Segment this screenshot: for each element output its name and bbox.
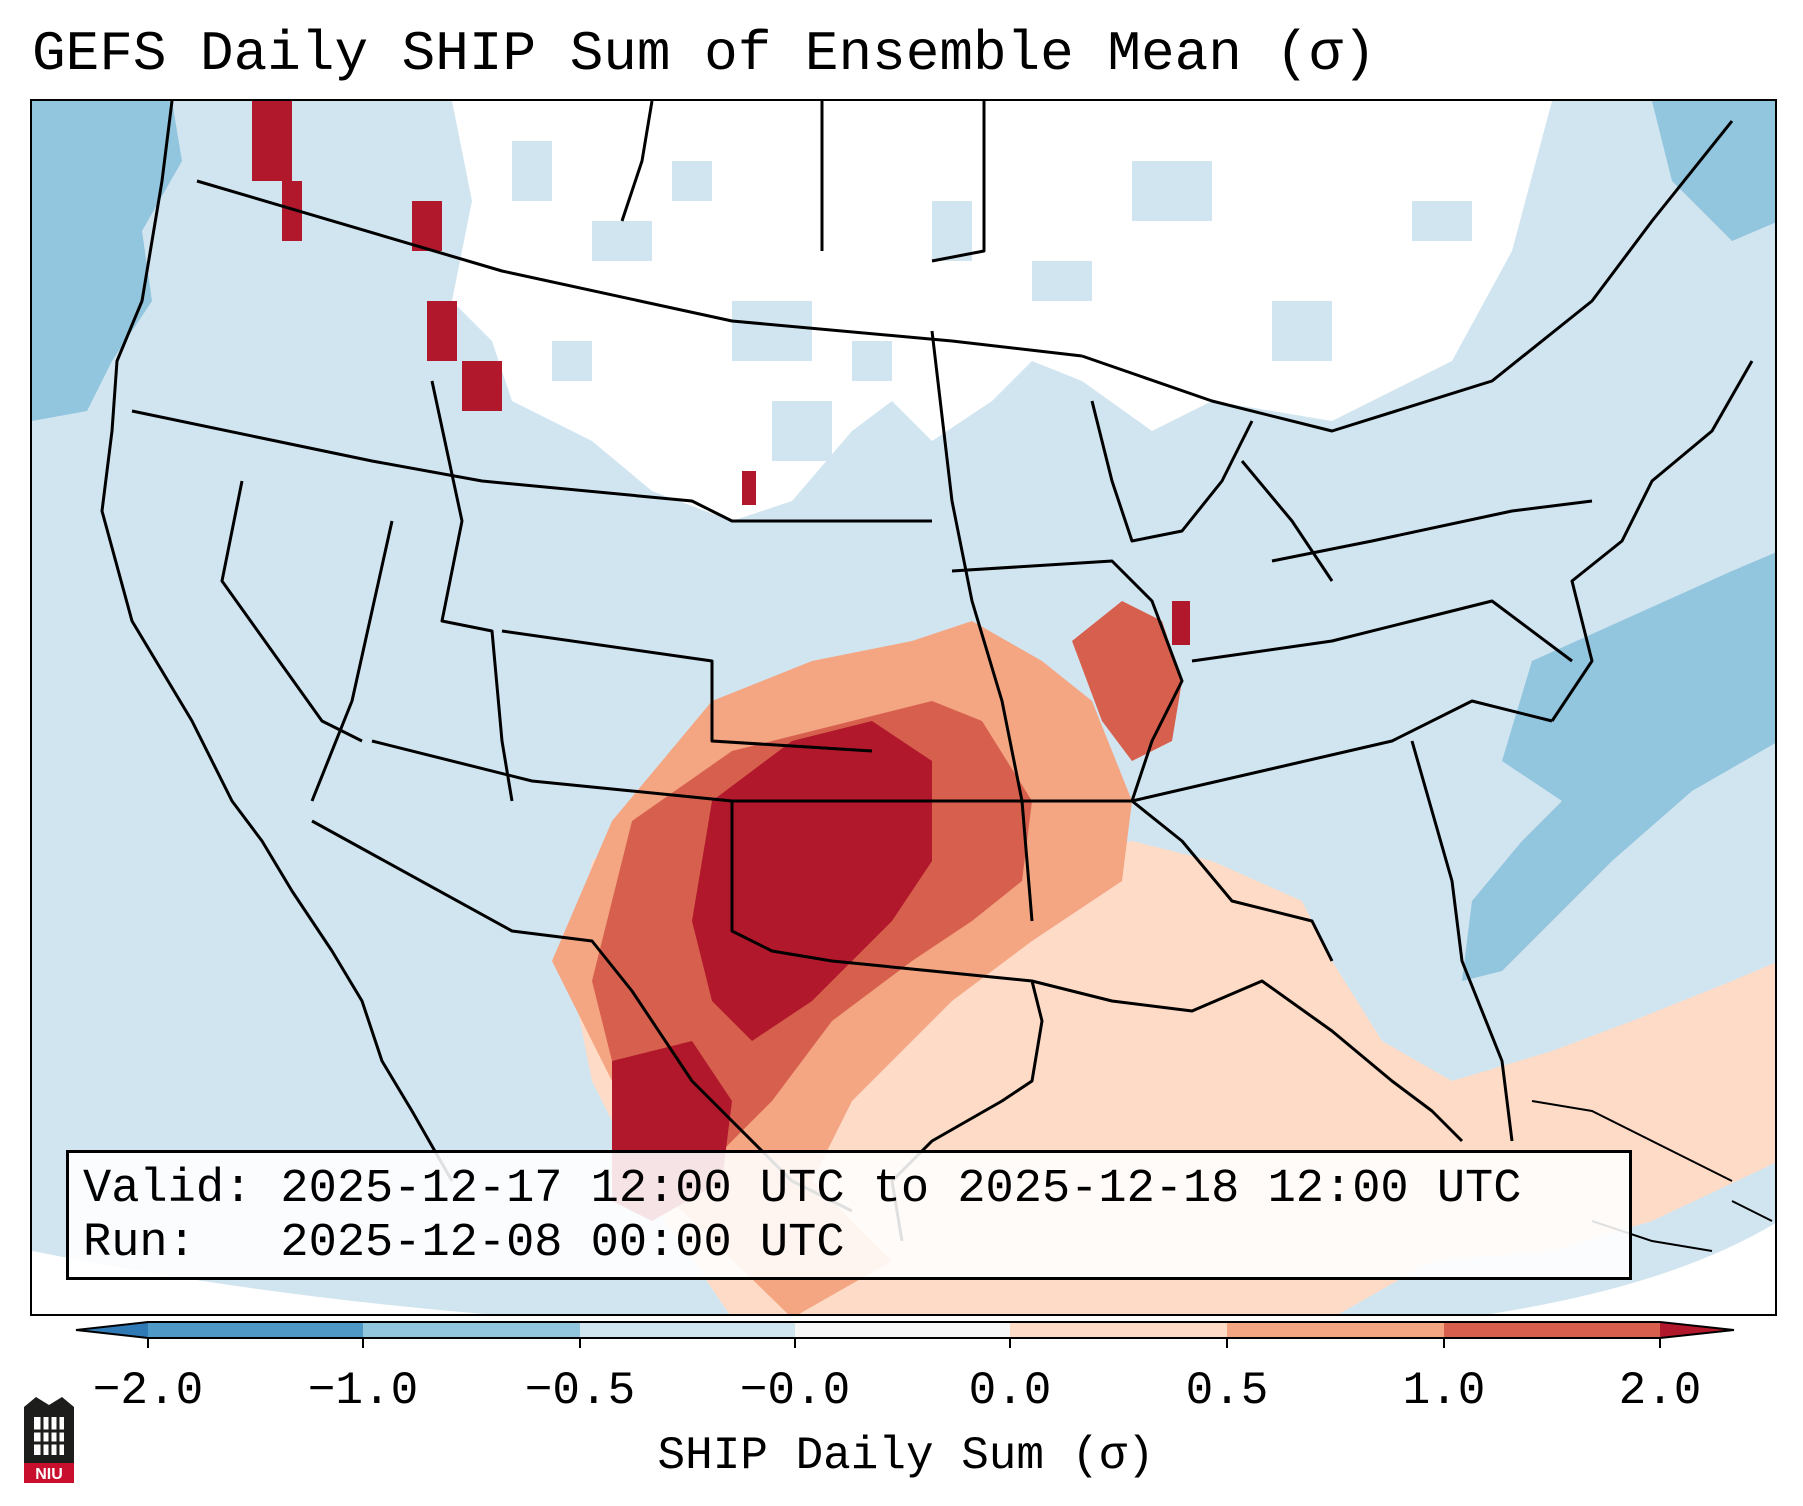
colorbar-bins [75, 1321, 1735, 1348]
oh-valley [1191, 599, 1573, 663]
canada-border [196, 179, 1083, 358]
colorbar-bin-m05-m0 [580, 1322, 795, 1338]
projection-edge-se [1489, 1223, 1775, 1314]
ca-nv [220, 480, 363, 743]
northern-neutral-region [452, 101, 1552, 521]
canada-border-east [1081, 120, 1734, 433]
co-border [501, 629, 873, 753]
michigan [1090, 400, 1254, 543]
atlantic-north-anomaly [1652, 101, 1775, 241]
illinois-high-region [1072, 601, 1182, 761]
colorbar-tick-label: −1.0 [307, 1365, 419, 1417]
niu-logo-icon: NIU [24, 1397, 74, 1483]
mo-il [951, 559, 1184, 802]
chart-title: GEFS Daily SHIP Sum of Ensemble Mean (σ) [32, 22, 1377, 86]
id-mt-north [620, 101, 654, 222]
colorbar-bin-1-2 [1444, 1322, 1660, 1338]
colorbar-outline [75, 1321, 1735, 1339]
east-coast-south [1410, 740, 1514, 1142]
colorbar-tick-label: −2.0 [92, 1365, 204, 1417]
run-time-text: Run: 2025-12-08 00:00 UTC [83, 1217, 845, 1270]
map-canvas [32, 101, 1775, 1314]
colorbar-bin-0 [795, 1322, 1010, 1338]
washington-hotspot [252, 101, 292, 181]
plains-east [930, 330, 1034, 922]
colorbar-tick-label: 1.0 [1402, 1365, 1486, 1417]
projection-edge-sw [32, 1251, 484, 1314]
colorbar-tick-label: 0.5 [1185, 1365, 1269, 1417]
or-id-mt [131, 409, 932, 523]
colorbar-tick-label: −0.0 [739, 1365, 851, 1417]
nm-ok [371, 739, 1012, 803]
colorbar-bin-m1-m05 [363, 1322, 580, 1338]
logo-text: NIU [35, 1466, 63, 1483]
map-frame [30, 99, 1777, 1316]
neutral-speckle [512, 141, 1472, 461]
colorbar-bin-m2-m1 [148, 1322, 363, 1338]
west-coast [100, 101, 454, 1182]
colorbar-bin-0-05 [1010, 1322, 1227, 1338]
gulf-coast [1031, 979, 1464, 1143]
texas [730, 801, 1044, 1242]
colorbar-label: SHIP Daily Sum (σ) [657, 1430, 1155, 1482]
validity-info-box: Valid: 2025-12-17 12:00 UTC to 2025-12-1… [66, 1150, 1632, 1280]
colorbar-extend-low [76, 1322, 148, 1338]
idaho-hotspot [412, 201, 442, 251]
colorbar-tick-label: 2.0 [1618, 1365, 1702, 1417]
colorbar-extend-high [1660, 1322, 1734, 1338]
colorbar-bin-05-1 [1227, 1322, 1444, 1338]
tn-nc [1131, 699, 1553, 803]
atlantic-anomaly-region [1462, 552, 1775, 981]
valid-time-text: Valid: 2025-12-17 12:00 UTC to 2025-12-1… [83, 1163, 1522, 1216]
pa-ny [1271, 499, 1593, 563]
id-ut-az [430, 380, 514, 802]
colorbar-tick-label: 0.0 [968, 1365, 1052, 1417]
pacific-anomaly-region [32, 101, 182, 421]
east-coast-north [1550, 360, 1754, 722]
colorbar-tick-label: −0.5 [524, 1365, 636, 1417]
ohio-in [1240, 460, 1334, 582]
nv-ut [310, 520, 394, 802]
mn-border [931, 101, 986, 263]
south [1012, 799, 1334, 962]
